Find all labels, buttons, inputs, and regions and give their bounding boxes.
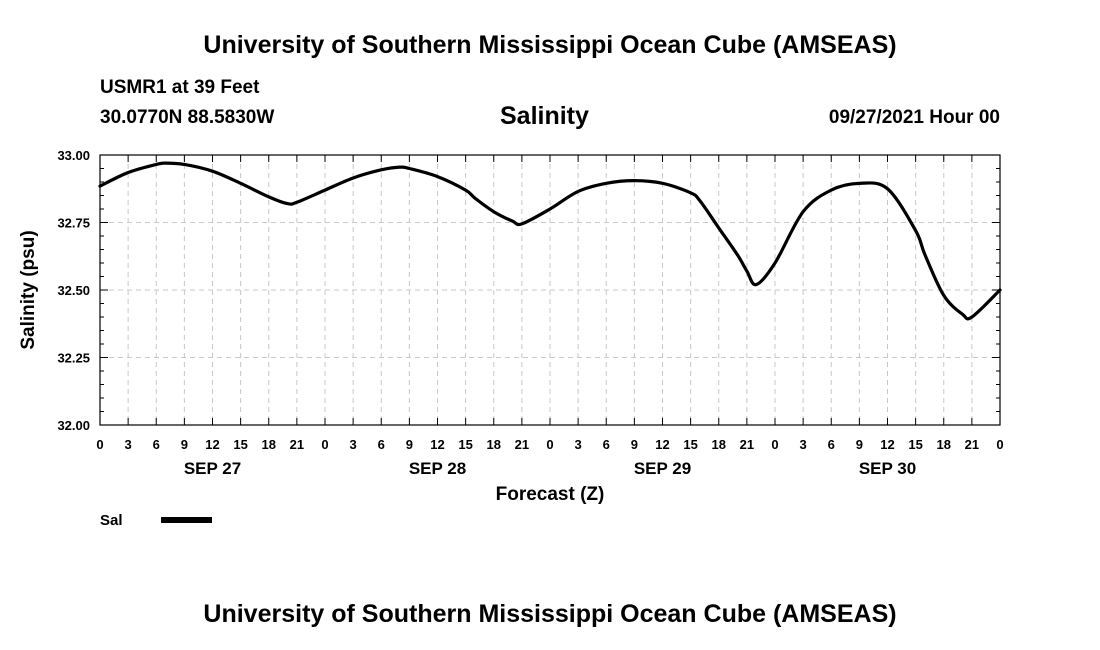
series-layer [98,161,1002,321]
x-tick-label: 3 [575,437,582,452]
x-tick-label: 12 [880,437,894,452]
y-tick-label: 32.75 [57,216,90,231]
x-tick-label: 12 [205,437,219,452]
x-tick-label: 9 [631,437,638,452]
y-tick-label: 32.50 [57,283,90,298]
date-label: SEP 30 [859,459,916,478]
date-label: SEP 28 [409,459,466,478]
x-tick-label: 0 [96,437,103,452]
x-tick-label: 6 [603,437,610,452]
x-tick-label: 12 [655,437,669,452]
x-tick-label: 21 [740,437,754,452]
series-line-sal [98,161,1002,321]
x-tick-label: 18 [487,437,501,452]
date-label: SEP 29 [634,459,691,478]
x-tick-label: 9 [181,437,188,452]
y-axis-title: Salinity (psu) [18,230,39,349]
x-tick-label: 18 [937,437,951,452]
x-tick-label: 15 [683,437,697,452]
x-tick-label: 15 [908,437,922,452]
x-tick-label: 3 [800,437,807,452]
x-tick-label: 18 [262,437,276,452]
x-tick-label: 15 [233,437,247,452]
x-tick-label: 0 [321,437,328,452]
x-tick-label: 12 [430,437,444,452]
y-tick-label: 33.00 [57,148,90,163]
x-tick-label: 6 [378,437,385,452]
x-tick-label: 3 [125,437,132,452]
x-tick-label: 18 [712,437,726,452]
x-tick-label: 21 [965,437,979,452]
x-tick-label: 0 [771,437,778,452]
coordinates-label: 30.0770N 88.5830W [100,107,275,128]
x-tick-label: 21 [290,437,304,452]
legend-label: Sal [100,512,123,529]
x-axis-title: Forecast (Z) [496,484,605,505]
x-tick-label: 15 [458,437,472,452]
date-label: SEP 27 [184,459,241,478]
chart-title: Salinity [500,102,589,130]
x-tick-label: 9 [856,437,863,452]
x-tick-label: 0 [546,437,553,452]
x-tick-label: 21 [515,437,529,452]
station-label: USMR1 at 39 Feet [100,77,260,98]
x-tick-label: 0 [996,437,1003,452]
x-tick-label: 6 [828,437,835,452]
footer-title: University of Southern Mississippi Ocean… [203,600,897,628]
grid-layer [100,155,1000,425]
y-tick-label: 32.25 [57,351,90,366]
legend: Sal [100,512,212,529]
x-tick-label: 6 [153,437,160,452]
x-tick-label: 3 [350,437,357,452]
x-tick-label: 9 [406,437,413,452]
label-layer: 0 3 6 9 12 15 18 21 0 3 6 9 12 15 18 21 0 3 6 9 12 15 18 21 0 3 6 9… [18,148,1004,505]
page-title: University of Southern Mississippi Ocean… [203,31,897,59]
forecast-datetime: 09/27/2021 Hour 00 [828,107,1000,128]
y-tick-label: 32.00 [57,418,90,433]
